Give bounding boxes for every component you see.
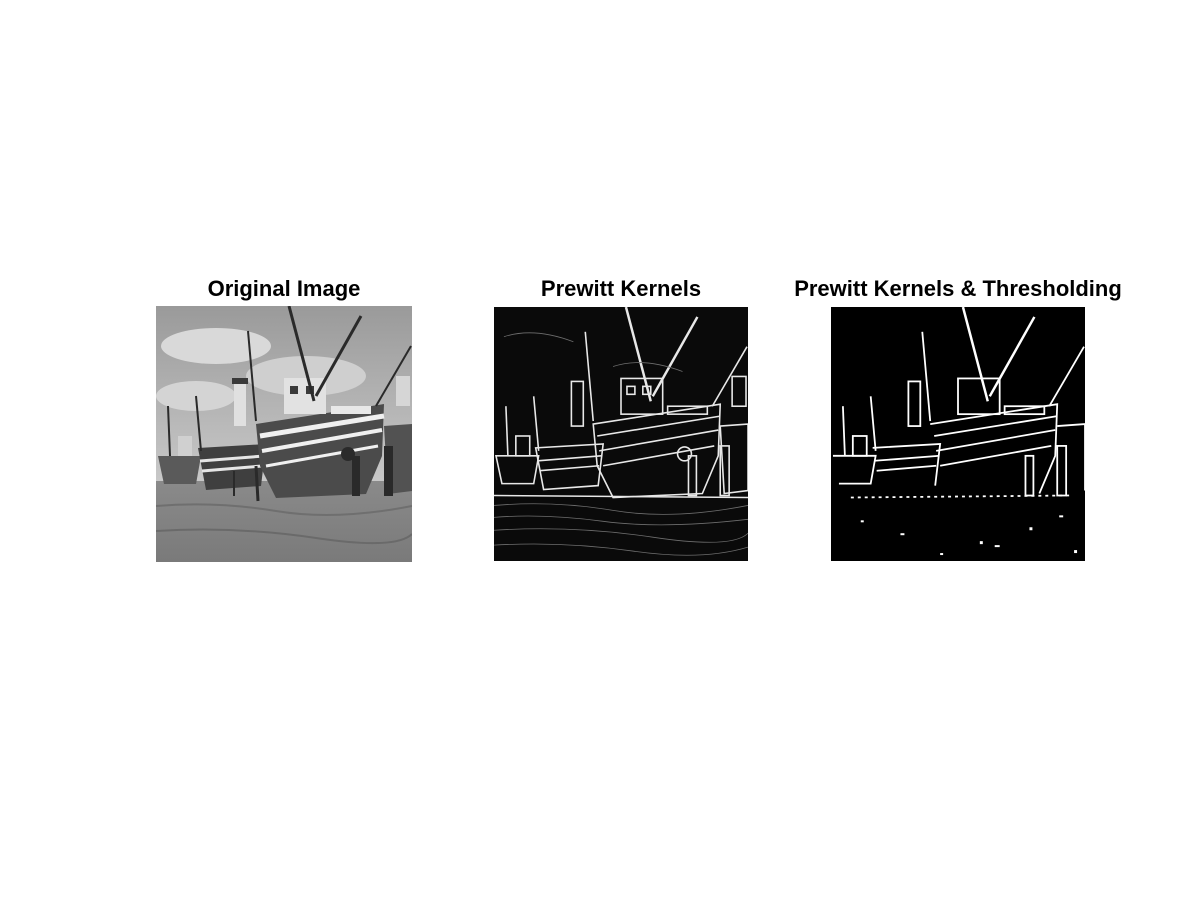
- panel-title-prewitt: Prewitt Kernels: [540, 276, 702, 301]
- original-image: [156, 306, 412, 562]
- prewitt-image: [494, 307, 748, 561]
- panel-title-threshold: Prewitt Kernels & Thresholding: [794, 276, 1122, 301]
- original-boat-scene: [156, 306, 412, 562]
- threshold-image: [831, 307, 1085, 561]
- threshold-edge-map: [831, 307, 1085, 561]
- panel-title-original: Original Image: [207, 276, 361, 301]
- prewitt-edge-map: [494, 307, 748, 561]
